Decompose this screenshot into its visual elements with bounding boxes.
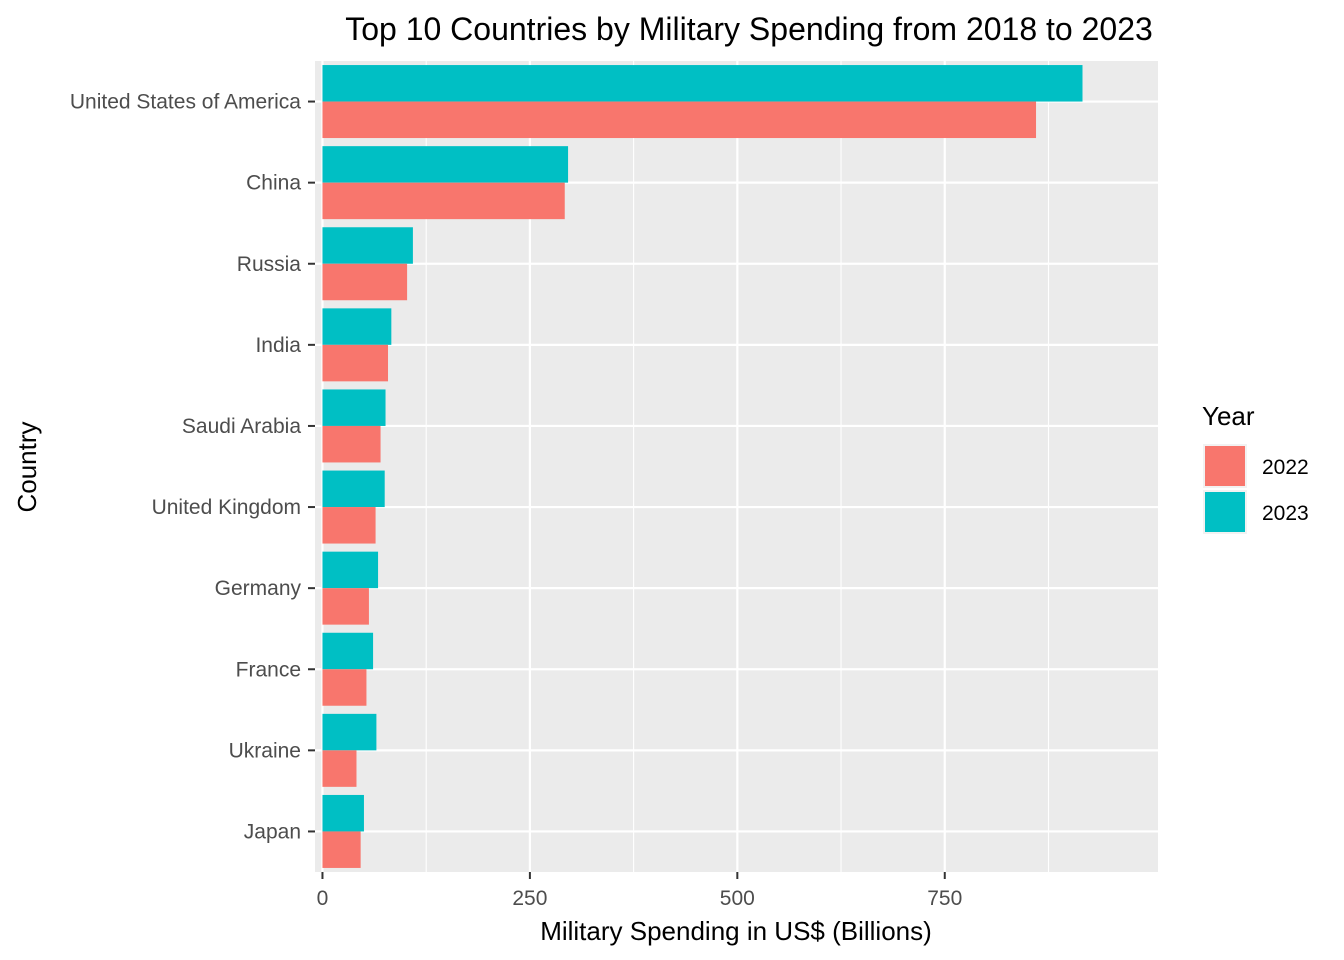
bar-2022 [322,588,369,625]
legend: Year 2022 2023 [1202,401,1309,534]
legend-swatch [1205,446,1245,486]
y-tick-label: United Kingdom [152,496,301,519]
y-tick-label: United States of America [70,91,301,114]
chart-title: Top 10 Countries by Military Spending fr… [345,11,1153,47]
bar-2023 [322,308,392,345]
y-axis-title: Country [12,421,42,512]
bar-2022 [322,101,1037,139]
x-tick-label: 750 [927,887,962,910]
bar-2023 [322,713,377,751]
bar-2023 [322,470,385,508]
y-tick-label: Japan [244,820,301,843]
bar-2023 [322,146,569,183]
bar-2022 [322,182,565,220]
x-axis-title: Military Spending in US$ (Billions) [540,916,932,946]
x-tick-label: 0 [317,887,329,910]
y-tick-label: China [246,172,301,195]
y-tick-label: France [236,658,301,681]
y-axis: United States of America China Russia India… [70,91,315,843]
y-tick-label: Saudi Arabia [182,415,301,438]
legend-keys: 2022 2023 [1203,444,1309,534]
bar-2023 [322,551,379,589]
bar-2022 [322,263,408,301]
bar-2023 [322,794,364,832]
bar-2023 [322,389,386,426]
y-tick-label: India [255,334,301,357]
bar-2023 [322,65,1083,102]
legend-swatch [1205,492,1245,532]
bar-2022 [322,669,367,706]
bar-2022 [322,507,376,544]
x-tick-label: 500 [720,887,755,910]
bar-2023 [322,632,374,670]
y-tick-label: Russia [237,253,302,276]
x-tick-label: 250 [512,887,547,910]
bar-2022 [322,425,381,463]
x-axis: 0 250 500 750 [317,872,962,910]
legend-label: 2023 [1262,502,1309,525]
bar-2022 [322,344,389,382]
legend-label: 2022 [1262,456,1309,479]
bar-2022 [322,750,357,787]
bar-2023 [322,227,413,264]
bar-2022 [322,831,361,868]
bars [322,65,1083,868]
y-tick-label: Germany [215,577,302,600]
y-tick-label: Ukraine [229,739,301,762]
legend-title: Year [1202,401,1255,431]
